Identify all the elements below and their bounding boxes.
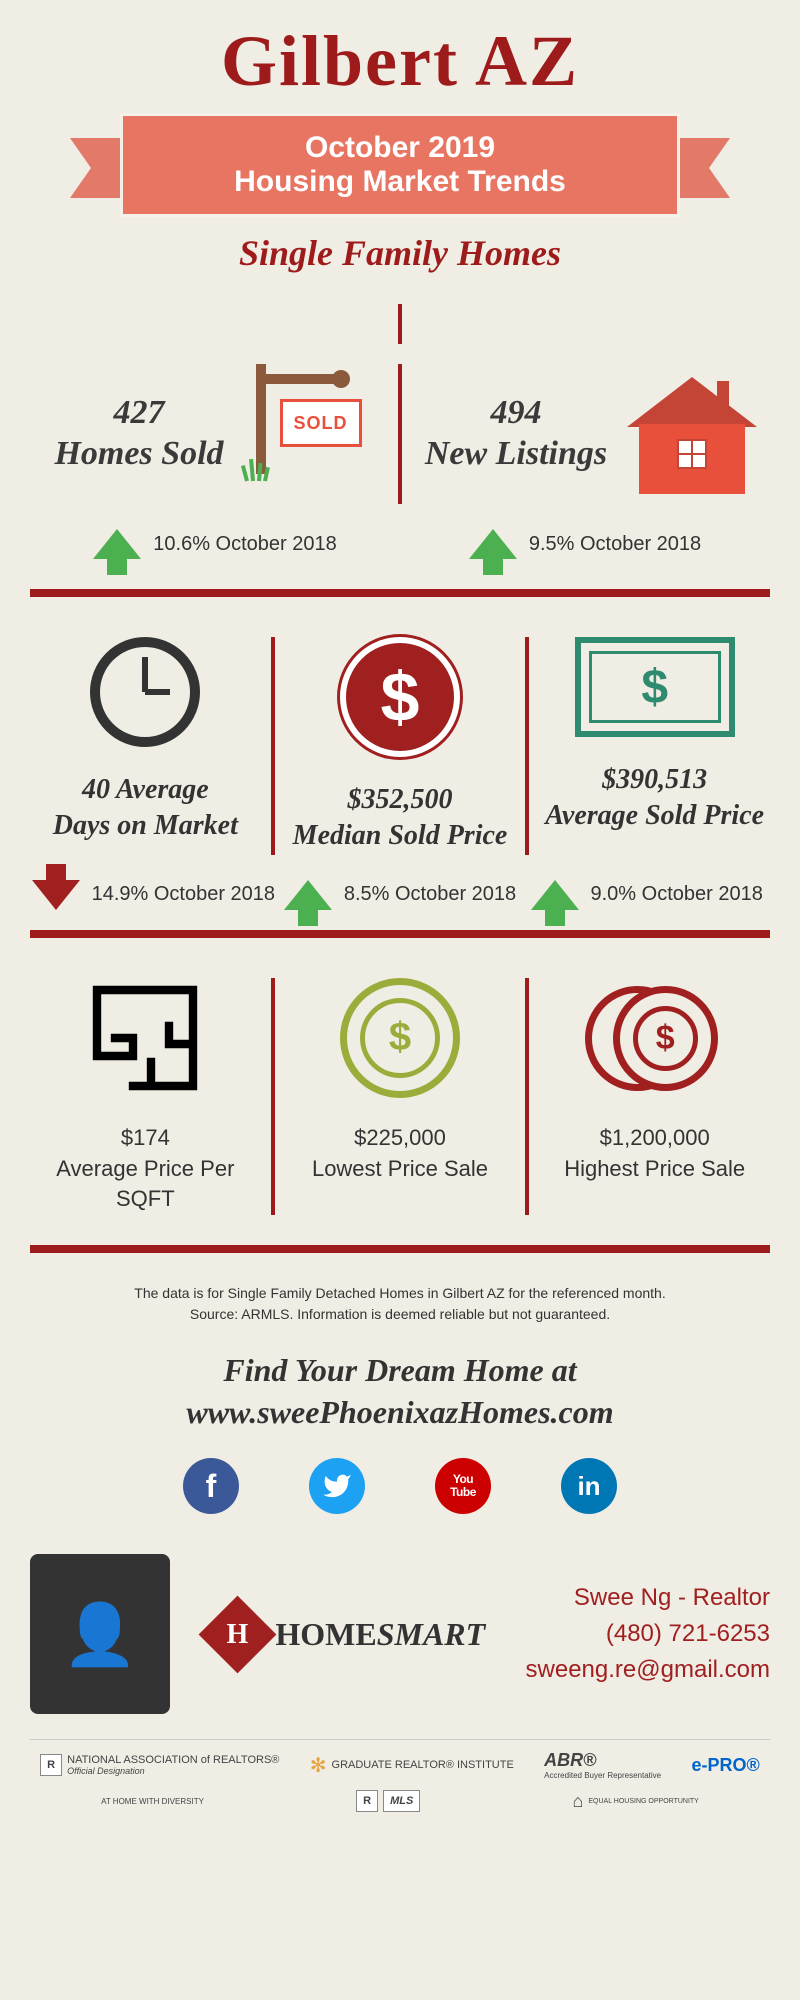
new-listings-change: 9.5% October 2018 bbox=[400, 529, 770, 559]
mid-change-row: 14.9% October 2018 8.5% October 2018 9.0… bbox=[30, 880, 770, 910]
arrow-up-icon bbox=[469, 529, 517, 559]
sold-sign-icon: SOLD bbox=[244, 364, 364, 504]
lowest-price-cell: $ $225,000 Lowest Price Sale bbox=[285, 978, 516, 1215]
cert-nar: R NATIONAL ASSOCIATION of REALTORS®Offic… bbox=[40, 1754, 279, 1776]
ribbon-banner: October 2019 Housing Market Trends bbox=[120, 113, 680, 217]
homes-sold-label: 427 Homes Sold bbox=[54, 393, 223, 475]
subtitle: Single Family Homes bbox=[30, 232, 770, 274]
facebook-icon[interactable]: f bbox=[183, 1458, 239, 1514]
linkedin-icon[interactable]: in bbox=[561, 1458, 617, 1514]
median-price-label: $352,500 Median Sold Price bbox=[293, 782, 508, 855]
new-listings-label: 494 New Listings bbox=[425, 393, 607, 475]
highest-price-label: $1,200,000 Highest Price Sale bbox=[564, 1123, 745, 1185]
vertical-divider bbox=[271, 978, 275, 1215]
realtor-email: sweeng.re@gmail.com bbox=[526, 1652, 770, 1688]
ribbon-body: October 2019 Housing Market Trends bbox=[120, 113, 680, 217]
floorplan-icon bbox=[85, 978, 205, 1098]
realtor-name: Swee Ng - Realtor bbox=[526, 1580, 770, 1616]
double-ring-icon: $ bbox=[585, 978, 725, 1098]
horizontal-divider bbox=[30, 930, 770, 938]
cert-diversity: AT HOME WITH DIVERSITY bbox=[101, 1797, 204, 1806]
arrow-down-icon bbox=[32, 880, 80, 910]
dollar-circle-icon: $ bbox=[340, 637, 460, 757]
vertical-divider bbox=[525, 978, 529, 1215]
footer-row: 👤 H HOMESMART Swee Ng - Realtor (480) 72… bbox=[30, 1554, 770, 1714]
highest-price-cell: $ $1,200,000 Highest Price Sale bbox=[539, 978, 770, 1215]
homesmart-logo-icon: H bbox=[199, 1595, 277, 1673]
cert-epro: e-PRO® bbox=[691, 1755, 759, 1776]
cert-gri: ✻GRADUATE REALTOR® INSTITUTE bbox=[310, 1753, 514, 1778]
arrow-up-icon bbox=[93, 529, 141, 559]
mid-stats-row: 40 Average Days on Market $ $352,500 Med… bbox=[30, 637, 770, 855]
days-change: 14.9% October 2018 bbox=[30, 880, 277, 910]
cert-mls: RMLS bbox=[356, 1790, 420, 1812]
ribbon-line1: October 2019 bbox=[153, 131, 647, 165]
horizontal-divider bbox=[30, 1245, 770, 1253]
price-sqft-label: $174 Average Price Per SQFT bbox=[30, 1123, 261, 1215]
certifications-row: R NATIONAL ASSOCIATION of REALTORS®Offic… bbox=[30, 1739, 770, 1812]
house-icon bbox=[627, 369, 757, 499]
homesmart-brand: H HOMESMART bbox=[210, 1607, 485, 1662]
top-change-row: 10.6% October 2018 9.5% October 2018 bbox=[30, 529, 770, 559]
infographic-container: Gilbert AZ October 2019 Housing Market T… bbox=[0, 0, 800, 1842]
vertical-divider bbox=[525, 637, 529, 855]
top-stats-row: 427 Homes Sold SOLD 494 New Listings bbox=[30, 364, 770, 504]
average-change: 9.0% October 2018 bbox=[523, 880, 770, 910]
cta-text: Find Your Dream Home at www.sweePhoenixa… bbox=[30, 1350, 770, 1433]
disclaimer-text: The data is for Single Family Detached H… bbox=[30, 1283, 770, 1325]
homesmart-text: HOMESMART bbox=[275, 1616, 485, 1653]
median-price-cell: $ $352,500 Median Sold Price bbox=[285, 637, 516, 855]
realtor-avatar: 👤 bbox=[30, 1554, 170, 1714]
bottom-stats-row: $174 Average Price Per SQFT $ $225,000 L… bbox=[30, 978, 770, 1215]
clock-icon bbox=[90, 637, 200, 747]
arrow-up-icon bbox=[284, 880, 332, 910]
arrow-up-icon bbox=[531, 880, 579, 910]
cert-eho: ⌂EQUAL HOUSING OPPORTUNITY bbox=[573, 1791, 699, 1812]
new-listings-cell: 494 New Listings bbox=[412, 369, 770, 499]
cert-abr: ABR®Accredited Buyer Representative bbox=[544, 1750, 661, 1780]
vertical-divider-top bbox=[398, 304, 402, 344]
horizontal-divider bbox=[30, 589, 770, 597]
homes-sold-change: 10.6% October 2018 bbox=[30, 529, 400, 559]
vertical-divider bbox=[398, 364, 402, 504]
contact-block: Swee Ng - Realtor (480) 721-6253 sweeng.… bbox=[526, 1580, 770, 1688]
days-on-market-label: 40 Average Days on Market bbox=[53, 772, 238, 845]
social-row: f YouTube in bbox=[30, 1458, 770, 1514]
lowest-price-label: $225,000 Lowest Price Sale bbox=[312, 1123, 488, 1185]
vertical-divider bbox=[271, 637, 275, 855]
youtube-icon[interactable]: YouTube bbox=[435, 1458, 491, 1514]
average-price-label: $390,513 Average Sold Price bbox=[545, 762, 764, 835]
dollar-bill-icon: $ bbox=[575, 637, 735, 737]
homes-sold-cell: 427 Homes Sold SOLD bbox=[30, 364, 388, 504]
main-title: Gilbert AZ bbox=[30, 20, 770, 103]
median-change: 8.5% October 2018 bbox=[277, 880, 524, 910]
average-price-cell: $ $390,513 Average Sold Price bbox=[539, 637, 770, 855]
ribbon-line2: Housing Market Trends bbox=[153, 165, 647, 199]
days-on-market-cell: 40 Average Days on Market bbox=[30, 637, 261, 855]
realtor-phone: (480) 721-6253 bbox=[526, 1616, 770, 1652]
price-sqft-cell: $174 Average Price Per SQFT bbox=[30, 978, 261, 1215]
twitter-icon[interactable] bbox=[309, 1458, 365, 1514]
dollar-ring-icon: $ bbox=[340, 978, 460, 1098]
